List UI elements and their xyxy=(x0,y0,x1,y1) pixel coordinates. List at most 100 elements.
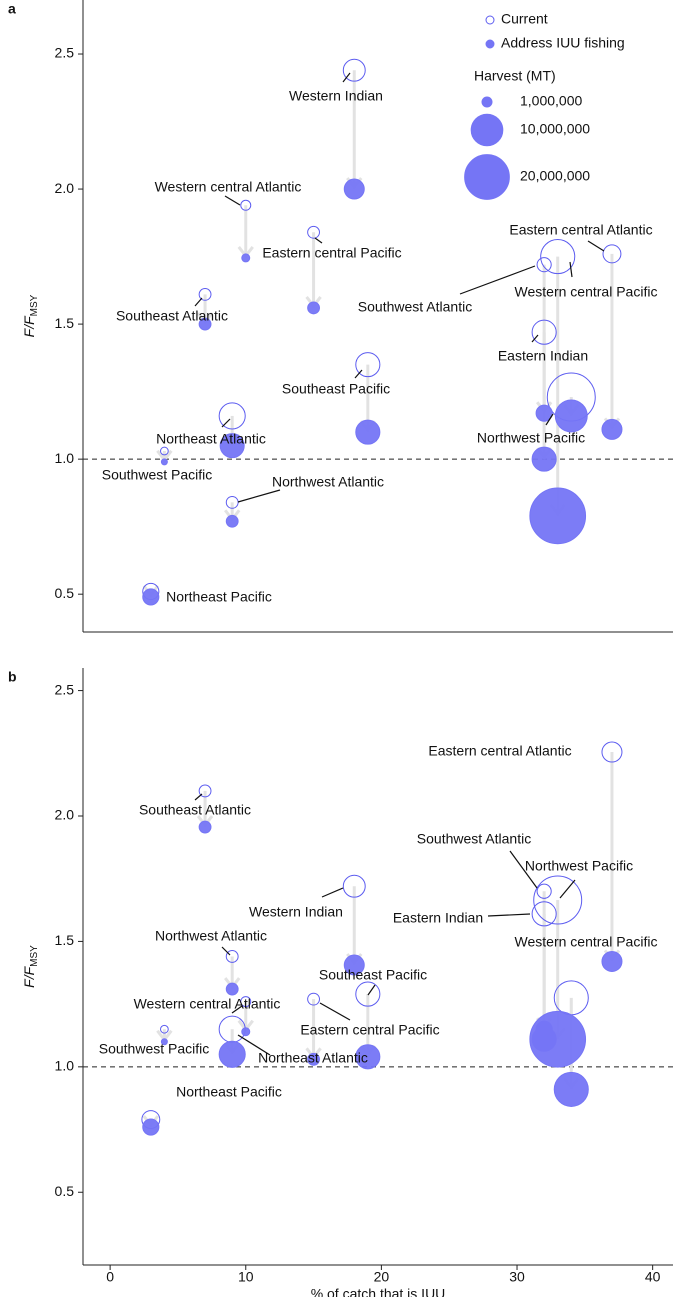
current-point xyxy=(540,239,576,275)
y-axis-label-sub: MSY xyxy=(29,945,40,967)
address-point xyxy=(531,446,557,472)
address-point xyxy=(355,1044,381,1070)
region-label: Southwest Atlantic xyxy=(358,299,472,315)
current-point xyxy=(602,244,622,264)
region-label: Northeast Pacific xyxy=(166,589,272,605)
region-label: Eastern Indian xyxy=(393,910,483,926)
size-legend-marker xyxy=(481,96,493,108)
y-tick-label: 1.5 xyxy=(55,932,75,948)
current-point xyxy=(601,741,623,763)
address-point xyxy=(241,253,251,263)
leader-line xyxy=(367,984,376,996)
address-point xyxy=(529,487,587,545)
leader-line xyxy=(237,489,281,503)
current-point xyxy=(536,883,552,899)
address-point xyxy=(601,950,623,972)
region-label: Southeast Atlantic xyxy=(116,308,228,324)
address-point xyxy=(307,1052,320,1066)
region-label: Western central Pacific xyxy=(515,284,658,300)
leader-line xyxy=(221,946,231,956)
region-label: Southeast Atlantic xyxy=(139,802,251,818)
panel-label: a xyxy=(8,1,16,17)
address-point xyxy=(142,588,160,606)
address-point xyxy=(355,419,381,445)
y-tick-label: 0.5 xyxy=(55,1183,75,1199)
y-tick-label: 1.0 xyxy=(55,1058,75,1074)
x-tick-label: 0 xyxy=(106,1269,114,1285)
leader-line xyxy=(487,913,531,917)
region-label: Eastern central Pacific xyxy=(300,1022,439,1038)
y-tick-label: 2.5 xyxy=(55,45,75,61)
x-tick-label: 30 xyxy=(509,1269,525,1285)
region-label: Western Indian xyxy=(289,88,383,104)
current-point xyxy=(536,257,552,273)
region-label: Northwest Pacific xyxy=(525,858,633,874)
leader-line xyxy=(231,1005,243,1014)
leader-line xyxy=(221,418,231,428)
region-label: Eastern central Atlantic xyxy=(509,222,652,238)
x-tick-label: 40 xyxy=(645,1269,661,1285)
address-point xyxy=(218,1040,246,1068)
leader-line xyxy=(194,793,203,801)
address-point xyxy=(219,433,245,459)
address-point xyxy=(343,178,365,200)
region-label: Western Indian xyxy=(249,904,343,920)
y-axis-label: F/FMSY xyxy=(21,945,40,988)
y-tick-label: 2.0 xyxy=(55,180,75,196)
y-tick-label: 2.0 xyxy=(55,807,75,823)
address-point xyxy=(225,514,239,528)
address-point xyxy=(307,301,320,315)
region-label: Southwest Pacific xyxy=(102,467,213,483)
leader-line xyxy=(224,195,241,206)
legend-label: Current xyxy=(501,11,548,27)
legend-marker xyxy=(485,15,495,25)
current-point xyxy=(342,58,366,82)
region-label: Northeast Atlantic xyxy=(156,431,266,447)
address-point xyxy=(535,404,553,422)
leader-line xyxy=(459,265,536,295)
address-point xyxy=(553,1071,589,1107)
leader-line xyxy=(194,297,203,307)
size-legend-label: 10,000,000 xyxy=(520,121,590,137)
current-point xyxy=(355,981,381,1007)
leader-line xyxy=(354,369,363,379)
leader-line xyxy=(509,850,538,889)
leader-line xyxy=(587,240,605,252)
leader-line xyxy=(545,413,554,426)
region-label: Northwest Atlantic xyxy=(272,474,384,490)
region-label: Southwest Pacific xyxy=(99,1041,210,1057)
region-label: Northeast Atlantic xyxy=(258,1050,368,1066)
current-point xyxy=(160,1024,169,1034)
region-label: Eastern central Atlantic xyxy=(428,743,571,759)
leader-line xyxy=(559,879,576,899)
current-point xyxy=(240,996,252,1008)
y-axis-label-main: F/F xyxy=(21,965,37,987)
y-tick-label: 1.0 xyxy=(55,450,75,466)
leader-line xyxy=(569,261,573,278)
address-point xyxy=(529,1010,587,1068)
region-label: Western central Pacific xyxy=(515,934,658,950)
panel-label: b xyxy=(8,669,17,685)
x-tick-label: 10 xyxy=(238,1269,254,1285)
size-legend-label: 20,000,000 xyxy=(520,168,590,184)
region-label: Southeast Pacific xyxy=(282,381,390,397)
x-tick-label: 20 xyxy=(374,1269,390,1285)
legend-label: Address IUU fishing xyxy=(501,35,625,51)
current-point xyxy=(218,402,246,430)
current-point xyxy=(307,225,320,239)
current-point xyxy=(198,287,212,301)
leader-line xyxy=(342,72,351,83)
legend-marker xyxy=(485,39,495,49)
leader-line xyxy=(319,1002,351,1021)
x-axis-label: % of catch that is IUU xyxy=(311,1286,446,1297)
address-point xyxy=(554,399,588,433)
current-point xyxy=(307,992,320,1006)
current-point xyxy=(531,901,557,927)
leader-line xyxy=(314,237,323,244)
region-label: Southwest Atlantic xyxy=(417,831,531,847)
current-point xyxy=(531,319,557,345)
current-point xyxy=(342,874,366,898)
region-label: Northeast Pacific xyxy=(176,1084,282,1100)
leader-line xyxy=(237,1034,271,1056)
address-point xyxy=(142,1118,160,1136)
